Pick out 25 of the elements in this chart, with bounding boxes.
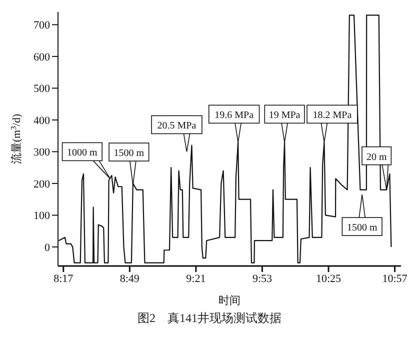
caption: 图2 真141井现场测试数据 bbox=[136, 310, 282, 327]
annotation: 1000 m bbox=[67, 148, 98, 159]
x-tick-label: 8:17 bbox=[54, 272, 74, 285]
y-tick-label: 500 bbox=[34, 83, 50, 96]
x-axis-title: 时间 bbox=[218, 294, 240, 307]
y-tick-label: 400 bbox=[34, 114, 50, 127]
annotation: 1500 m bbox=[114, 148, 144, 160]
x-tick-label: 9:21 bbox=[186, 272, 206, 285]
y-tick-label: 0 bbox=[44, 242, 50, 254]
annotation: 19.6 MPa bbox=[214, 110, 254, 122]
y-tick-label: 200 bbox=[34, 178, 50, 190]
y-tick-label: 700 bbox=[34, 20, 50, 32]
line-series bbox=[58, 14, 392, 264]
y-tick-label: 100 bbox=[34, 210, 50, 222]
y-tick-label: 300 bbox=[34, 146, 50, 159]
annotation: 1500 m bbox=[346, 222, 378, 234]
annotation: 19 MPa bbox=[268, 110, 301, 122]
x-tick-label: 8:49 bbox=[120, 272, 140, 285]
y-tick-label: 600 bbox=[34, 51, 50, 64]
x-tick-label: 10:57 bbox=[382, 272, 408, 285]
x-tick-label: 10:25 bbox=[316, 272, 342, 285]
x-tick-label: 9:53 bbox=[252, 272, 272, 285]
annotation: 20.5 MPa bbox=[157, 120, 197, 132]
annotation: 18.2 MPa bbox=[312, 110, 352, 122]
annotation: 20 m bbox=[366, 152, 387, 163]
